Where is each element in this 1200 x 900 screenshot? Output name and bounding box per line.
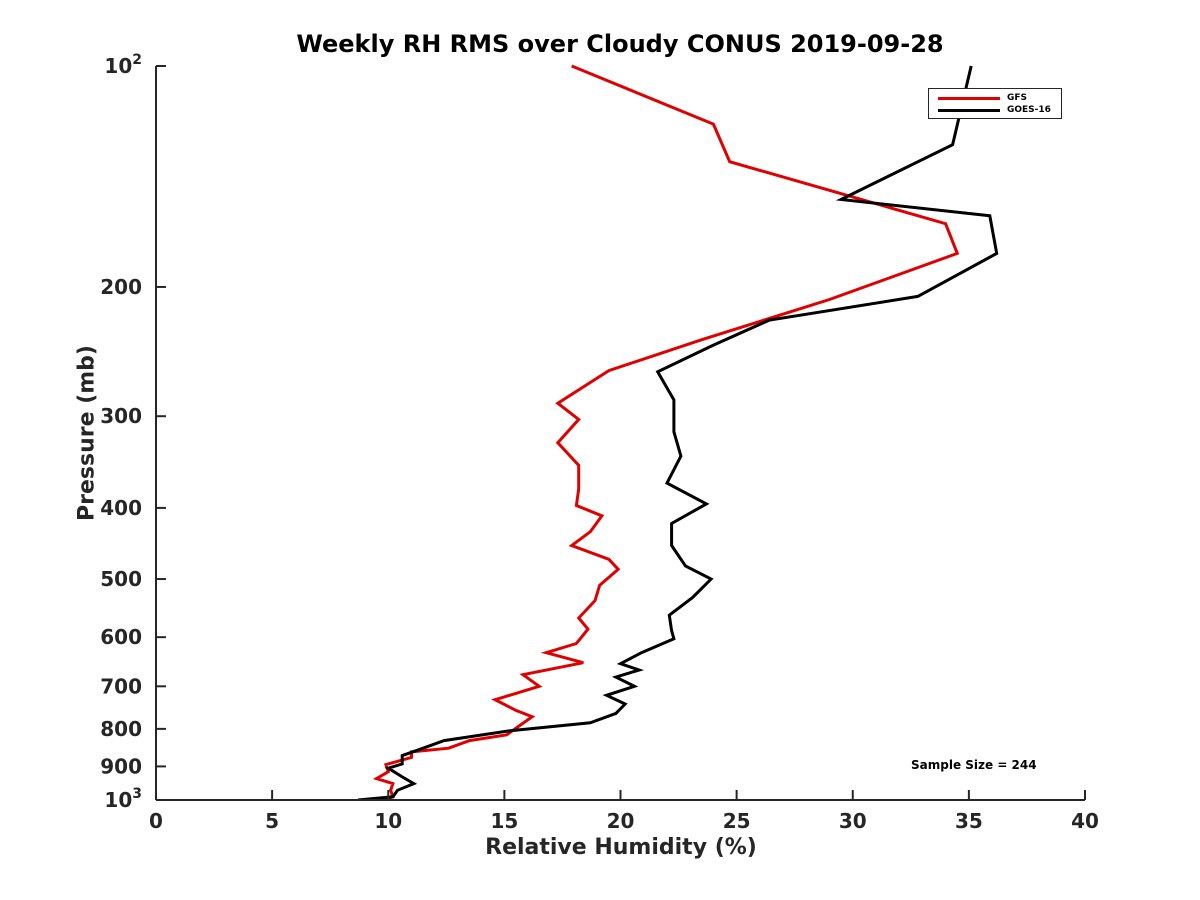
y-tick-label: 600: [100, 625, 142, 649]
y-tick-label: 400: [100, 496, 142, 520]
x-tick-label: 10: [374, 809, 402, 833]
y-tick-label: 300: [100, 404, 142, 428]
chart-title: Weekly RH RMS over Cloudy CONUS 2019-09-…: [296, 30, 944, 58]
y-tick-label: 700: [100, 674, 142, 698]
legend-label-goes16: GOES-16: [1007, 105, 1051, 115]
x-tick-label: 0: [149, 809, 163, 833]
x-tick-label: 20: [607, 809, 635, 833]
sample-size-annotation: Sample Size = 244: [911, 758, 1037, 772]
series-line-gfs: [372, 64, 960, 800]
legend-item-gfs: GFS: [929, 92, 1063, 104]
x-tick-label: 5: [265, 809, 279, 833]
x-tick-label: 30: [839, 809, 867, 833]
x-axis-label: Relative Humidity (%): [485, 835, 757, 860]
y-tick-label: 900: [100, 754, 142, 778]
legend: GFS GOES-16: [928, 88, 1062, 119]
legend-swatch-gfs: [938, 97, 1000, 100]
x-tick-label: 35: [955, 809, 983, 833]
y-axis-label: Pressure (mb): [74, 345, 100, 521]
x-tick-label: 25: [723, 809, 751, 833]
y-tick-label: 200: [100, 275, 142, 299]
series-line-goes16: [357, 65, 999, 800]
y-tick-label: 102: [104, 52, 142, 78]
legend-swatch-goes16: [938, 109, 1000, 112]
x-tick-label: 15: [490, 809, 518, 833]
y-tick-label: 103: [104, 786, 142, 812]
legend-label-gfs: GFS: [1007, 93, 1028, 103]
legend-item-goes16: GOES-16: [929, 104, 1063, 116]
x-tick-label: 40: [1071, 809, 1099, 833]
y-tick-label: 800: [100, 717, 142, 741]
y-tick-label: 500: [100, 567, 142, 591]
